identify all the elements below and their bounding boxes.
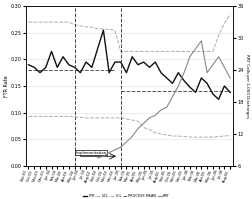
Text: Implementation: Implementation xyxy=(75,150,106,155)
Y-axis label: FTR Rate: FTR Rate xyxy=(4,75,9,97)
Legend: FTR, UCL, LCL, PROCESS MEAN, RRT: FTR, UCL, LCL, PROCESS MEAN, RRT xyxy=(81,192,171,199)
Y-axis label: RRT Calls per 1,000 Discharges: RRT Calls per 1,000 Discharges xyxy=(244,54,248,118)
